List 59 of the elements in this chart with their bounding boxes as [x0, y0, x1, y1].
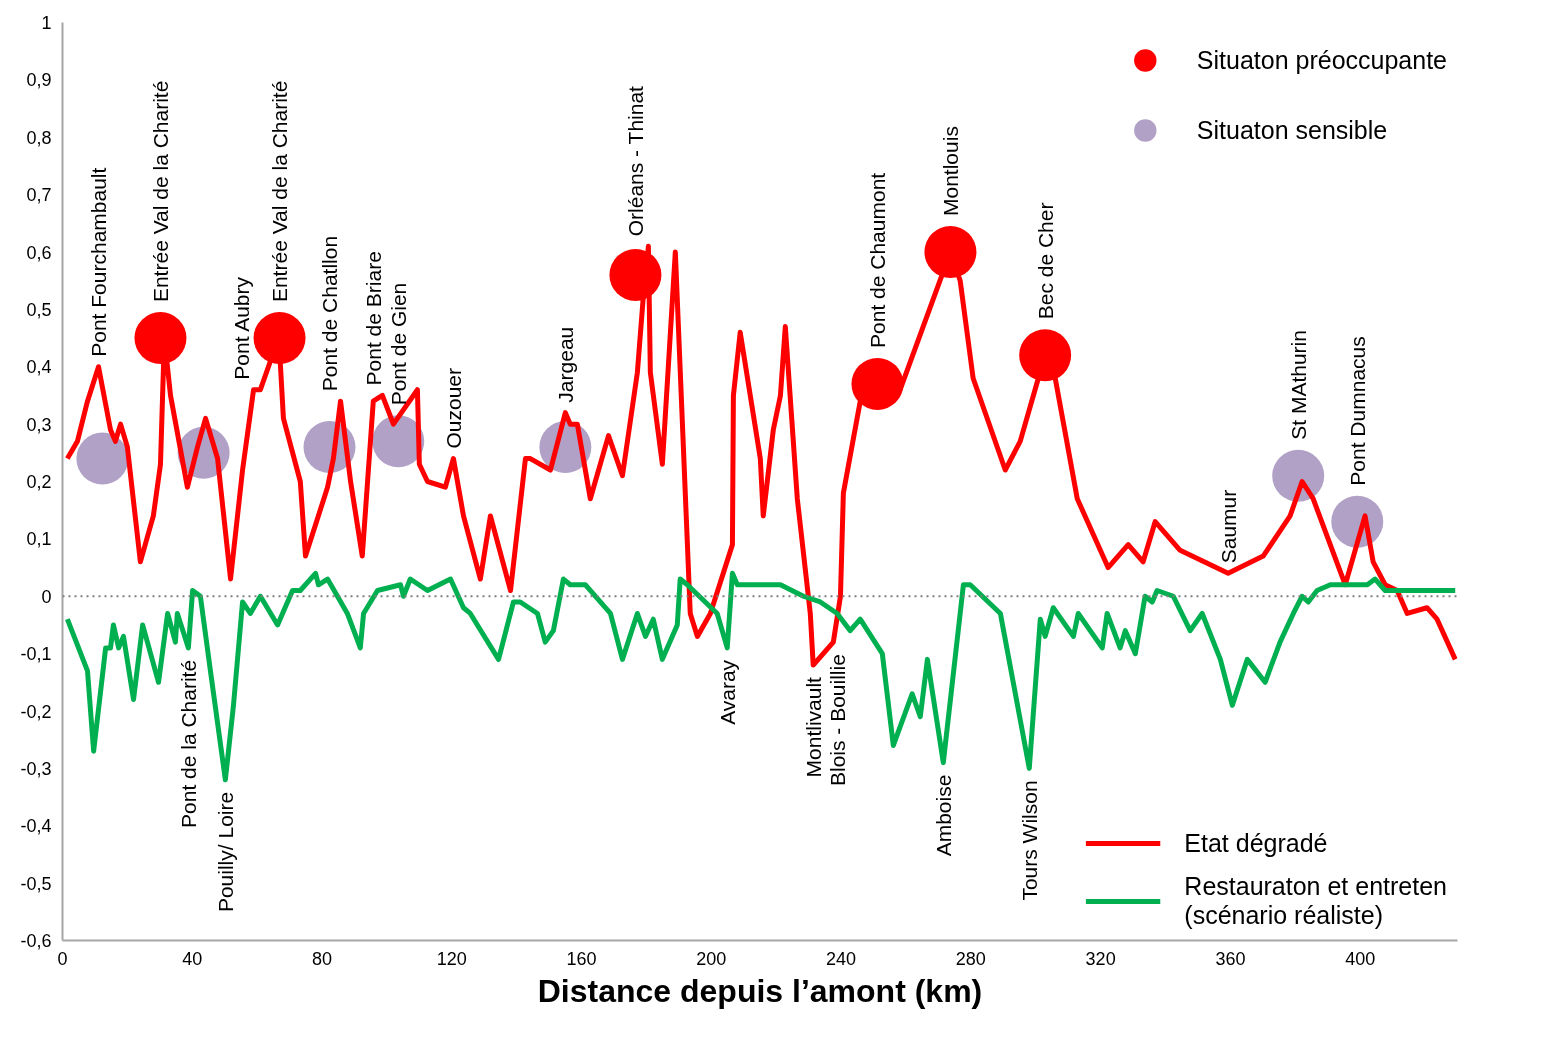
x-axis-title: Distance depuis l’amont (km)	[537, 972, 983, 1009]
y-tick-label: -0,6	[20, 931, 52, 951]
annotation: Tours Wilson	[1017, 780, 1041, 901]
annotation: Ouzouer	[441, 368, 465, 449]
annotation: Pont Dumnacus	[1345, 336, 1369, 486]
annotation: Amboise	[931, 774, 955, 857]
x-tick-label: 80	[312, 948, 333, 969]
annotation: Avaray	[715, 659, 739, 725]
y-tick-label: 0,3	[26, 414, 52, 435]
y-tick-label: 0,5	[26, 299, 52, 320]
y-tick-label: 0,7	[26, 185, 52, 206]
y-tick-label: -0,2	[20, 701, 52, 722]
annotation: Montlouis	[938, 126, 962, 216]
annotation: Pont Fourchambault	[87, 167, 111, 357]
legend-label: Situaton sensible	[1196, 115, 1388, 145]
x-tick-label: 280	[955, 948, 986, 969]
y-tick-label: -0,5	[20, 873, 52, 894]
annotation: Pont de Briare	[361, 251, 385, 386]
annotation: Blois - Bouillie	[825, 654, 849, 787]
y-tick-label: 0,8	[26, 127, 52, 148]
x-tick-label: 0	[57, 948, 68, 969]
y-tick-label: 0,9	[26, 70, 52, 91]
point	[134, 312, 187, 365]
y-tick-label: -0,3	[20, 758, 52, 779]
annotation: Pont de Chaumont	[865, 172, 889, 348]
y-tick-label: 0,2	[26, 472, 52, 492]
x-tick-label: 120	[436, 948, 467, 969]
y-tick-label: 0,6	[26, 242, 52, 263]
annotation: Bec de Cher	[1033, 202, 1057, 320]
legend-label: Situaton préoccupante	[1196, 45, 1447, 75]
annotation: Montlivault	[801, 676, 825, 778]
annotation: Pont de Gien	[386, 282, 410, 406]
annotation: Jargeau	[553, 326, 577, 403]
y-tick-label: 0,4	[26, 357, 52, 378]
y-tick-label: -0,4	[20, 816, 52, 837]
y-tick-label: -0,1	[20, 644, 52, 665]
point	[76, 432, 129, 485]
x-tick-label: 320	[1085, 948, 1116, 969]
annotation: Pont de la Charité	[176, 659, 200, 828]
annotation: Pont Aubry	[230, 276, 254, 380]
point	[1272, 449, 1325, 502]
x-tick-label: 160	[566, 948, 597, 969]
y-tick-label: 0,1	[26, 529, 52, 550]
y-tick-label: 1	[41, 13, 52, 33]
annotation: Orléans - Thinat	[623, 85, 647, 237]
x-tick-label: 40	[182, 948, 203, 969]
x-tick-label: 360	[1215, 948, 1246, 969]
x-tick-label: 200	[696, 948, 727, 969]
annotation: Pont de Chatllon	[318, 235, 341, 392]
annotation: Pouilly/ Loire	[213, 791, 237, 913]
annotation: Entrée Val de la Charité	[148, 80, 172, 303]
x-tick-label: 240	[826, 948, 857, 969]
annotation: St MAthurin	[1286, 330, 1310, 440]
annotation: Saumur	[1216, 489, 1240, 564]
annotation: Entrée Val de la Charité	[268, 80, 292, 303]
x-tick-label: 400	[1345, 948, 1376, 969]
legend-label: Restauraton et entreten (scénario réaliste)	[1184, 872, 1447, 930]
y-tick-label: 0	[41, 586, 52, 607]
legend-label: Etat dégradé	[1184, 828, 1328, 858]
